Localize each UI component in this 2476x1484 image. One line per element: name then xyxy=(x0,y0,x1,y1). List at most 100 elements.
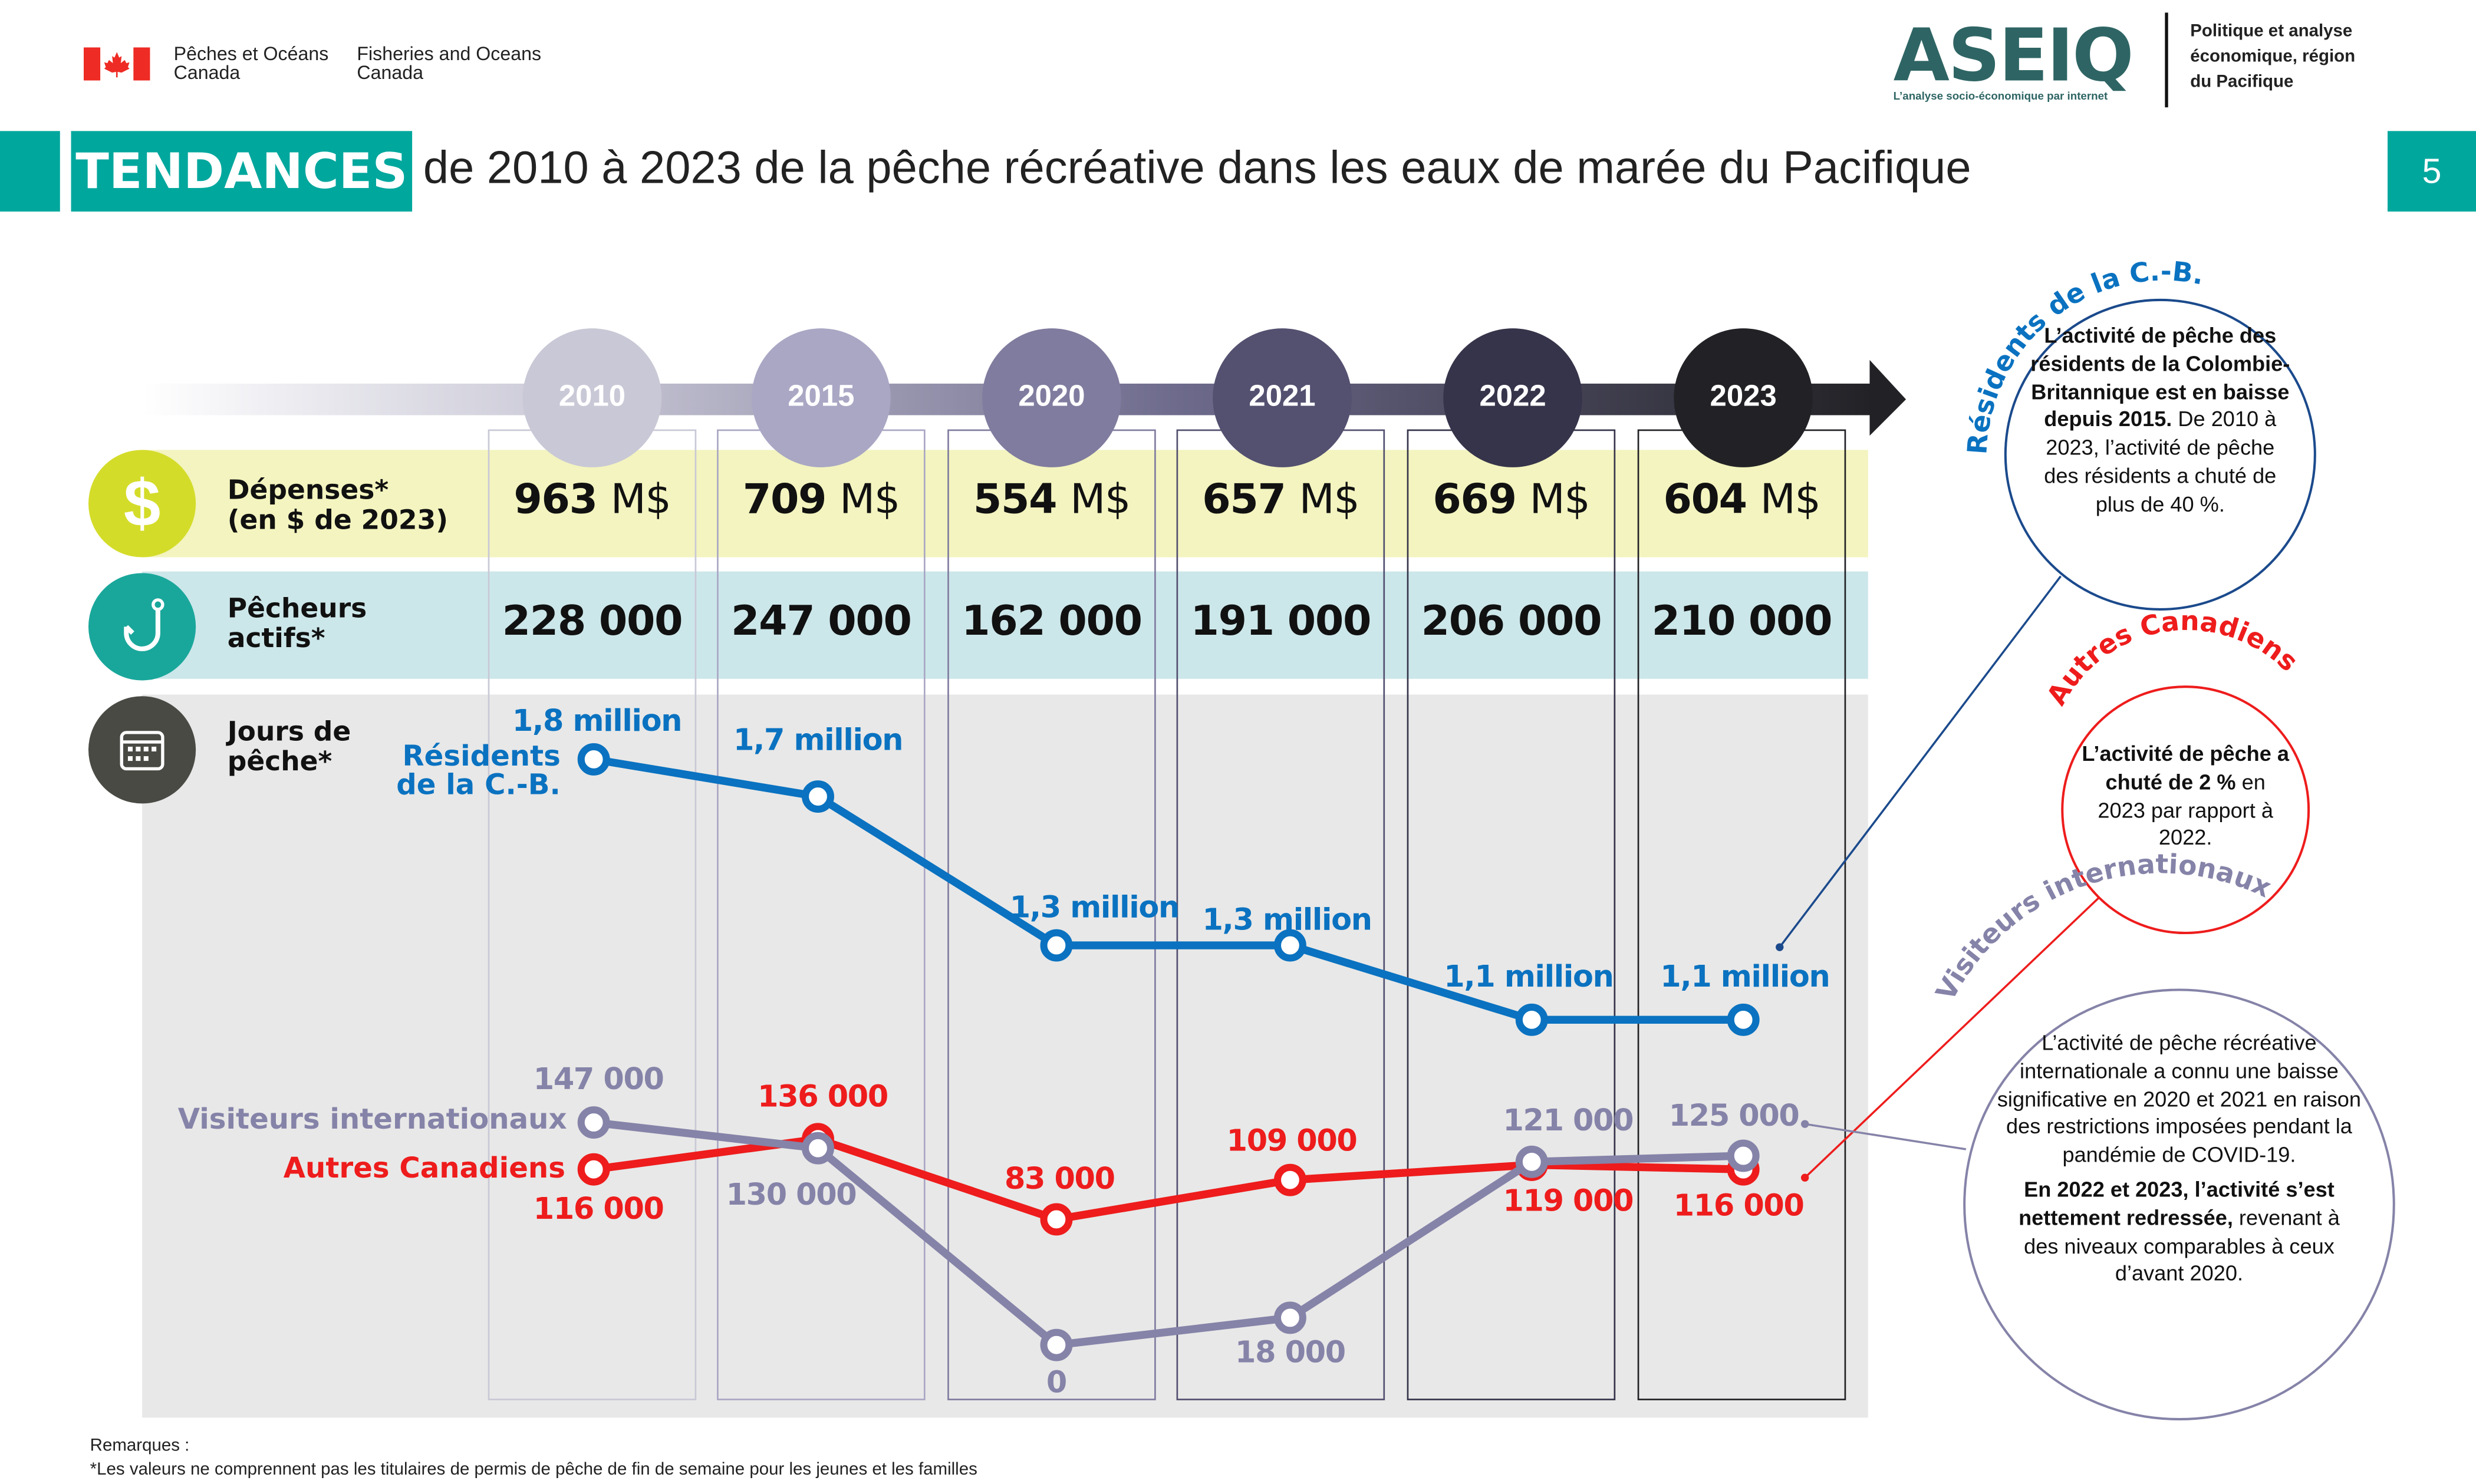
data-label: 109 000 xyxy=(1226,1124,1358,1159)
visiteurs-callout-p1: L’activité de pêche récréative internati… xyxy=(1997,1031,2362,1167)
data-point-residents-2015 xyxy=(802,780,834,813)
anglers-value-2020: 162 000 xyxy=(962,598,1142,646)
dept-fr-line1: Pêches et Océans xyxy=(173,42,329,65)
year-2021: 2021 xyxy=(1213,328,1352,467)
fishing-hook-icon xyxy=(88,573,196,681)
spending-value-2023: 604 M$ xyxy=(1663,476,1820,525)
series-line-visiteurs xyxy=(593,1118,1744,1349)
data-point-visiteurs-2021 xyxy=(1273,1301,1306,1334)
anglers-value-2023: 210 000 xyxy=(1651,598,1833,646)
calendar-icon xyxy=(88,696,196,804)
data-label: 1,1 million xyxy=(1444,959,1614,995)
year-2010: 2010 xyxy=(522,328,662,467)
canadiens-connector-dot xyxy=(1800,1173,1809,1182)
visiteurs-connector xyxy=(1805,1123,1967,1150)
year-2020: 2020 xyxy=(982,328,1121,467)
data-label: 1,7 million xyxy=(733,723,903,758)
residents-connector-dot xyxy=(1776,943,1784,951)
title-accent-block xyxy=(0,131,60,212)
spending-value-2020: 554 M$ xyxy=(973,476,1131,525)
data-label: 0 xyxy=(1046,1365,1067,1400)
anglers-value-2010: 228 000 xyxy=(502,598,683,646)
data-point-residents-2010 xyxy=(577,743,610,776)
spending-value-2022: 669 M$ xyxy=(1433,476,1590,525)
canadiens-callout-rest: en 2023 par rapport à 2022. xyxy=(2098,770,2273,850)
anglers-value-2015: 247 000 xyxy=(731,598,912,646)
division-name: Politique et analyse économique, région … xyxy=(2190,19,2355,95)
aseiq-logo: ASEIQ xyxy=(1893,12,2134,98)
callout-connectors xyxy=(1776,575,2106,1182)
series-label-canadiens: Autres Canadiens xyxy=(283,1152,565,1186)
data-label: 119 000 xyxy=(1503,1183,1634,1219)
dept-en-line2: Canada xyxy=(357,61,423,84)
year-2015: 2015 xyxy=(752,328,891,467)
page-title: de 2010 à 2023 de la pêche récréative da… xyxy=(423,143,1971,194)
data-point-visiteurs-2010 xyxy=(577,1106,610,1139)
spending-value-2015: 709 M$ xyxy=(742,476,900,525)
visiteurs-callout-p2-bold: En 2022 et 2023, l’activité s’est nettem… xyxy=(2019,1178,2335,1230)
data-point-residents-2023 xyxy=(1727,1003,1760,1036)
fishing-days-panel xyxy=(142,694,1868,1418)
series-line-residents xyxy=(593,755,1744,1024)
anglers-label-line1: Pêcheurs xyxy=(227,593,367,625)
visiteurs-connector-dot xyxy=(1800,1120,1809,1128)
data-point-visiteurs-2020 xyxy=(1040,1328,1073,1361)
canadiens-connector xyxy=(1804,891,2106,1179)
spending-value-2021: 657 M$ xyxy=(1202,476,1359,525)
days-label: Jours de pêche* xyxy=(227,717,351,779)
residents-connector xyxy=(1779,575,2062,948)
dept-fr-line2: Canada xyxy=(173,61,241,84)
canadiens-callout-bold: L’activité de pêche a chuté de 2 % xyxy=(2082,741,2290,794)
data-label: 1,8 million xyxy=(512,704,682,739)
visiteurs-callout-text: L’activité de pêche récréative internati… xyxy=(1987,1029,2372,1288)
data-point-visiteurs-2022 xyxy=(1515,1145,1548,1178)
anglers-value-2022: 206 000 xyxy=(1421,598,1602,646)
data-label: 130 000 xyxy=(726,1178,857,1213)
division-line2: économique, région xyxy=(2190,47,2356,67)
visiteurs-callout-circle xyxy=(1963,988,2395,1421)
department-name-fr: Pêches et Océans Canada xyxy=(174,44,329,82)
data-label: 116 000 xyxy=(1673,1188,1805,1224)
data-label: 18 000 xyxy=(1235,1335,1346,1371)
data-point-visiteurs-2015 xyxy=(802,1132,834,1165)
data-label: 147 000 xyxy=(533,1062,664,1097)
data-label: 116 000 xyxy=(533,1192,664,1227)
data-label: 125 000 xyxy=(1668,1099,1800,1134)
header-divider xyxy=(2165,12,2168,108)
series-label-residents-line2: de la C.-B. xyxy=(396,769,561,802)
data-label: 1,3 million xyxy=(1009,890,1180,925)
division-line1: Politique et analyse xyxy=(2190,22,2353,41)
visiteurs-callout-p2: En 2022 et 2023, l’activité s’est nettem… xyxy=(1987,1176,2372,1289)
data-point-residents-2020 xyxy=(1040,929,1073,962)
data-label: 121 000 xyxy=(1503,1103,1634,1139)
canadiens-callout-text: L’activité de pêche a chuté de 2 % en 20… xyxy=(2081,740,2290,853)
year-2022: 2022 xyxy=(1443,328,1582,467)
data-point-visiteurs-2023 xyxy=(1727,1139,1760,1172)
notes-label: Remarques : xyxy=(90,1436,190,1456)
residents-callout-bold: L’activité de pêche des résidents de la … xyxy=(2030,324,2290,432)
data-point-residents-2021 xyxy=(1273,929,1306,962)
data-point-canadiens-2020 xyxy=(1040,1203,1073,1236)
dollar-icon: $ xyxy=(88,450,196,558)
title-highlight: TENDANCES xyxy=(71,131,413,212)
division-line3: du Pacifique xyxy=(2190,72,2294,92)
anglers-band xyxy=(142,571,1868,679)
logo-tagline: L’analyse socio-économique par internet xyxy=(1893,91,2108,103)
year-2023: 2023 xyxy=(1674,328,1813,467)
dept-en-line1: Fisheries and Oceans xyxy=(357,42,542,65)
anglers-value-2021: 191 000 xyxy=(1190,598,1371,646)
canadiens-callout-circle xyxy=(2061,685,2310,935)
data-point-residents-2022 xyxy=(1515,1003,1548,1036)
note-1: *Les valeurs ne comprennent pas les titu… xyxy=(90,1460,977,1479)
data-label: 136 000 xyxy=(758,1080,888,1115)
spending-label: Dépenses* (en $ de 2023) xyxy=(227,475,449,537)
page-number: 5 xyxy=(2388,131,2476,212)
spending-label-line1: Dépenses* xyxy=(227,475,389,507)
spending-band xyxy=(142,450,1868,558)
data-point-canadiens-2021 xyxy=(1273,1163,1306,1196)
spending-label-line2: (en $ de 2023) xyxy=(227,505,449,537)
days-label-line1: Jours de xyxy=(227,717,351,748)
series-label-residents-line1: Résidents xyxy=(402,740,561,774)
